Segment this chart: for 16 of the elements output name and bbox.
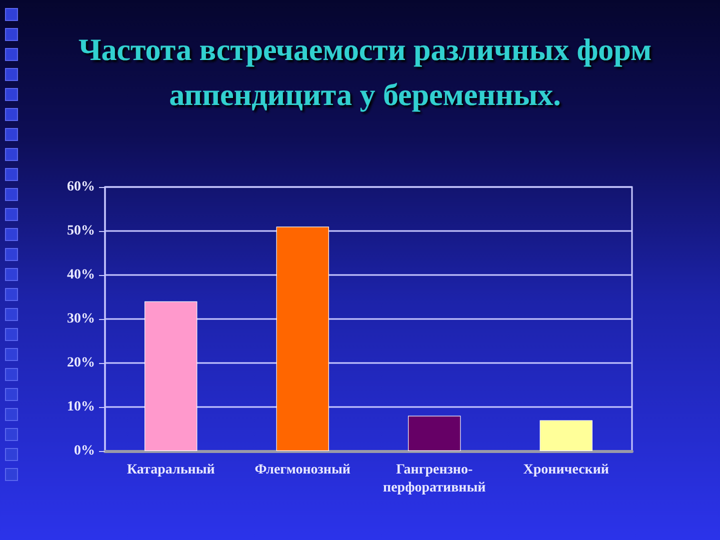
y-tick-label: 60% [67,180,95,194]
bar [144,301,198,451]
bar [540,420,592,451]
bar [276,226,329,451]
y-tick-label: 40% [67,268,95,282]
y-tick-label: 0% [74,444,95,458]
y-tick-label: 20% [67,356,95,370]
x-tick-label: Гангрензно-перфоративный [383,462,486,496]
bar [408,416,461,451]
chart-title: Частота встречаемости различных форм аппендицита у беременных. [78,32,652,112]
y-tick-label: 10% [67,400,95,414]
x-tick-label: Катаральный [126,462,215,478]
y-tick-label: 50% [67,224,95,238]
x-tick-label: Хронический [523,462,609,478]
y-tick-label: 30% [67,312,95,326]
x-tick-label: Флегмонозный [254,462,350,478]
